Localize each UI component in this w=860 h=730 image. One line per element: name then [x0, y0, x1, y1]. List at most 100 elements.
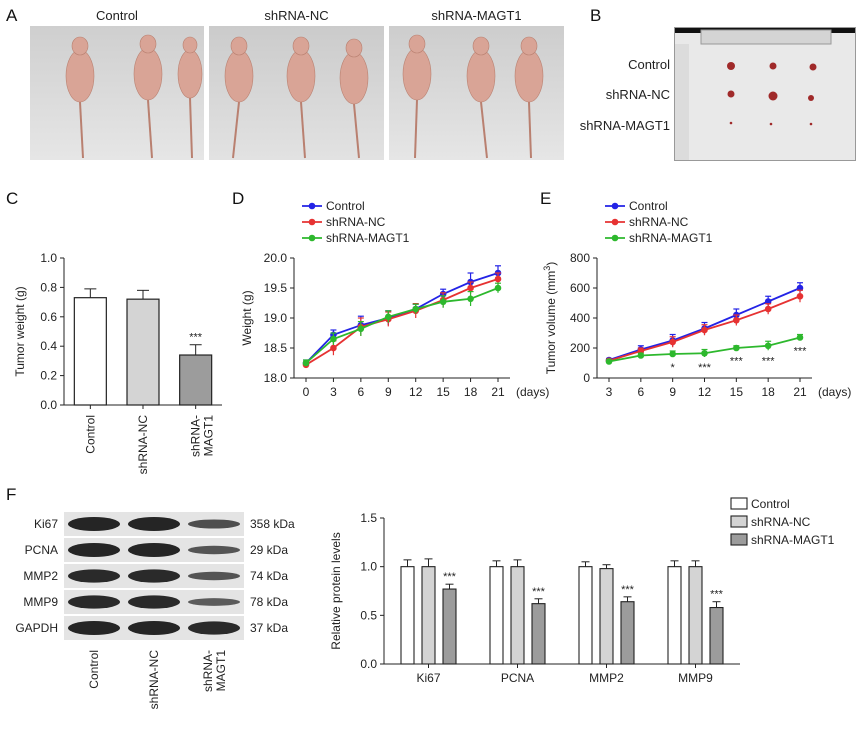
legend-label: Control — [629, 199, 668, 213]
y-axis-label: Weight (g) — [240, 290, 254, 345]
x-axis-unit: (days) — [818, 385, 851, 399]
y-tick-label: 20.0 — [264, 251, 288, 265]
y-tick-label: 0.5 — [360, 608, 377, 622]
legend-swatch — [730, 515, 748, 528]
data-point — [733, 316, 740, 324]
blot-band — [188, 571, 240, 581]
series-line — [305, 287, 499, 364]
bar — [599, 568, 614, 665]
x-tick-label: 0 — [303, 385, 310, 399]
x-tick-label: Control — [83, 415, 97, 454]
data-point — [701, 349, 708, 357]
y-tick-label: 18.5 — [264, 341, 288, 355]
x-tick-label: 9 — [385, 385, 392, 399]
data-point — [764, 342, 772, 350]
legend-marker — [308, 202, 316, 210]
blot-band — [68, 569, 120, 583]
data-point — [384, 313, 392, 321]
data-point — [669, 338, 676, 346]
series-shrna-nc — [302, 272, 502, 369]
chart-weight: 18.0 18.5 19.0 19.5 20.0 0 3 6 9 12 15 18 21 (days) Co… — [240, 199, 549, 399]
legend-swatch — [730, 533, 748, 546]
tumor-drawing — [675, 28, 855, 160]
blot-band — [188, 519, 240, 529]
bar — [709, 606, 724, 665]
panel-label-f: F — [6, 485, 17, 504]
blot-lane-label: Control — [87, 650, 101, 689]
mice-photo-control — [30, 26, 204, 160]
bar — [179, 354, 213, 406]
blot-band — [128, 517, 180, 531]
data-point — [357, 325, 365, 333]
y-tick-label: 0.8 — [40, 280, 57, 294]
legend-label: shRNA-MAGT1 — [751, 533, 835, 547]
y-tick-label: 18.0 — [264, 371, 288, 385]
x-tick-label: 6 — [637, 385, 644, 399]
legend-label: shRNA-NC — [751, 515, 811, 529]
data-point — [412, 305, 420, 313]
y-tick-label: 19.5 — [264, 281, 288, 295]
bar — [400, 566, 415, 665]
bar — [442, 588, 457, 665]
legend-marker — [611, 202, 619, 210]
blot-band — [128, 543, 180, 557]
y-tick-label: 1.0 — [40, 251, 57, 265]
data-point — [330, 344, 337, 352]
x-tick-label: 15 — [730, 385, 744, 399]
y-tick-label: 0 — [583, 371, 590, 385]
blot-band — [68, 543, 120, 557]
blot-protein-label: Ki67 — [34, 517, 58, 531]
data-point — [439, 298, 447, 306]
legend-marker — [308, 218, 316, 226]
blot-image: Ki67 358 kDa PCNA 29 kDa MMP2 74 kDa MMP9 78 kD… — [15, 512, 295, 709]
data-point — [701, 326, 708, 334]
blot-size-label: 358 kDa — [250, 517, 295, 531]
bar — [578, 566, 593, 665]
bar — [73, 297, 107, 406]
x-tick-label: 12 — [409, 385, 423, 399]
y-axis-label: Tumor weight (g) — [13, 286, 27, 376]
data-point — [764, 305, 772, 313]
data-point — [494, 275, 502, 283]
blot-size-label: 74 kDa — [250, 569, 288, 583]
x-tick-label: 12 — [698, 385, 712, 399]
data-point — [467, 284, 474, 292]
significance-label: *** — [443, 571, 457, 583]
tumor-row-label-control: Control — [628, 57, 670, 72]
blot-band — [188, 598, 240, 606]
bar — [421, 566, 436, 665]
legend-label: shRNA-MAGT1 — [326, 231, 410, 245]
y-tick-label: 1.5 — [360, 511, 377, 525]
blot-protein-label: MMP2 — [23, 569, 58, 583]
mice-drawing — [65, 34, 203, 159]
legend-swatch — [730, 497, 748, 510]
legend-label: Control — [751, 497, 790, 511]
blot-band — [188, 621, 240, 635]
significance-label: *** — [532, 586, 546, 598]
x-tick-label: shRNA-NC — [136, 415, 150, 475]
x-tick-label: 18 — [464, 385, 478, 399]
blot-band — [68, 621, 120, 635]
x-tick-label: 6 — [358, 385, 365, 399]
blot-protein-label: GAPDH — [15, 621, 58, 635]
panel-label-d: D — [232, 189, 245, 208]
x-tick-label: 9 — [669, 385, 676, 399]
series-shrna-magt1 — [605, 333, 804, 365]
blot-band — [68, 595, 120, 609]
data-point — [467, 295, 474, 303]
x-tick-label: PCNA — [501, 671, 534, 685]
data-point — [330, 335, 337, 343]
panel-label-e: E — [540, 189, 552, 208]
western-blot: Ki67 358 kDa PCNA 29 kDa MMP2 74 kDa MMP9 78 kD… — [0, 500, 330, 725]
blot-band — [128, 595, 180, 609]
bar — [510, 566, 525, 665]
legend-marker — [611, 218, 619, 226]
y-tick-label: 0.6 — [40, 310, 57, 324]
data-point — [494, 284, 502, 292]
x-tick-label: MMP2 — [589, 671, 624, 685]
tumor-row-label-shrna-magt1: shRNA-MAGT1 — [579, 118, 670, 133]
group-label-shrna-nc: shRNA-NC — [264, 8, 329, 23]
series-shrna-magt1 — [302, 282, 502, 367]
bar — [126, 298, 160, 406]
